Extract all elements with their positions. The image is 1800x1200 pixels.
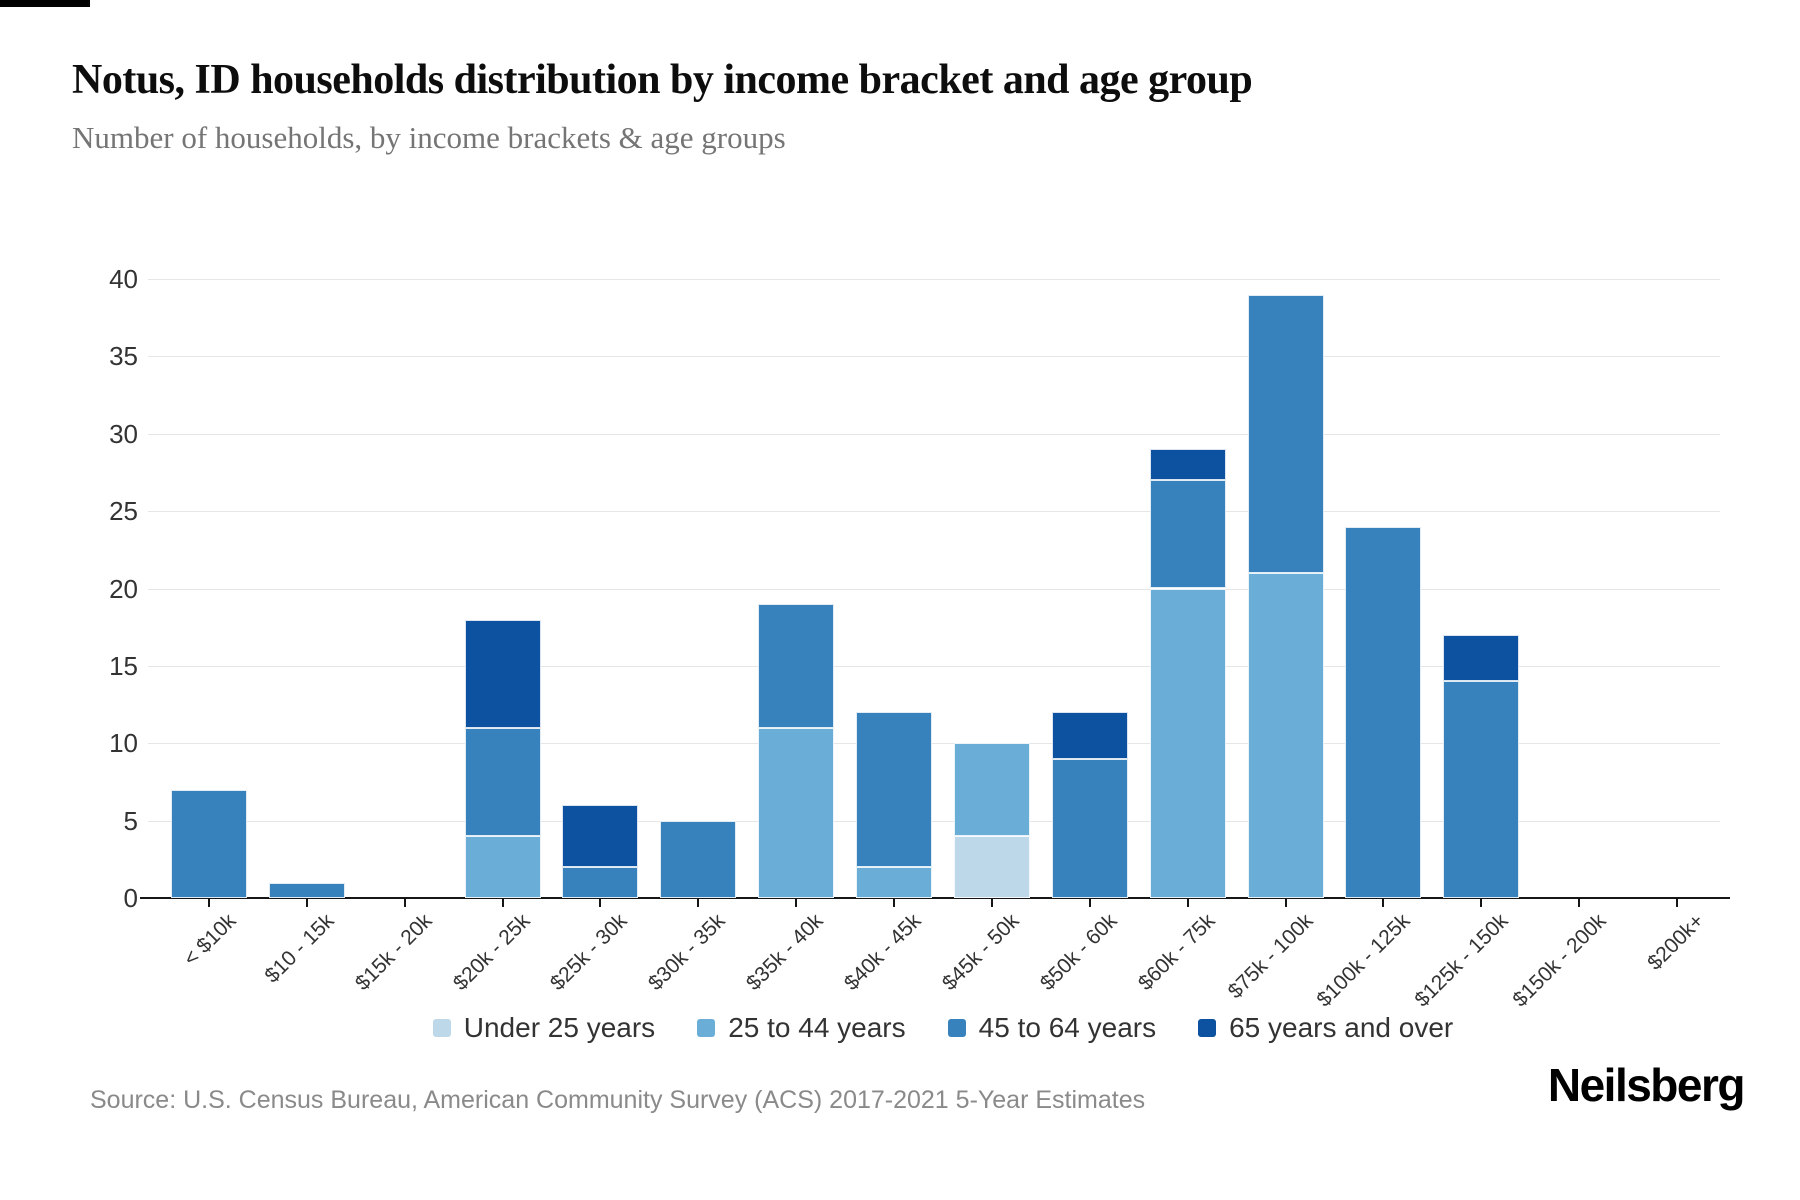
y-axis-tick-label-25: 25	[109, 496, 138, 527]
y-axis-tick-label-30: 30	[109, 418, 138, 449]
source-attribution: Source: U.S. Census Bureau, American Com…	[90, 1086, 1146, 1114]
chart-subtitle: Number of households, by income brackets…	[72, 120, 786, 155]
y-gridline-15	[148, 665, 1720, 667]
x-axis-tick-30k-35k	[697, 899, 700, 907]
x-axis-tick-150k-200k	[1578, 899, 1581, 907]
bar-segment-45k-50k-under-25-years[interactable]	[953, 836, 1030, 898]
bar-segment-125k-150k-45-to-64-years[interactable]	[1443, 681, 1520, 899]
y-gridline-20	[148, 588, 1720, 590]
bar-segment-75k-100k-45-to-64-years[interactable]	[1247, 294, 1324, 574]
legend-swatch-25-to-44-years	[697, 1019, 716, 1037]
bar-segment-50k-60k-65-years-and-over[interactable]	[1051, 712, 1128, 759]
x-axis-tick-25k-30k	[599, 899, 602, 907]
legend-label-45-to-64-years: 45 to 64 years	[978, 1012, 1157, 1043]
y-axis-tick-label-35: 35	[109, 341, 138, 372]
y-axis-tick-label-0: 0	[123, 883, 138, 913]
bar-segment-40k-45k-45-to-64-years[interactable]	[856, 712, 933, 868]
y-axis-tick-label-5: 5	[123, 805, 138, 836]
y-gridline-40	[148, 279, 1720, 280]
legend-label-65-years-and-over: 65 years and over	[1229, 1012, 1454, 1043]
y-gridline-10	[148, 743, 1720, 745]
legend-label-under-25-years: Under 25 years	[463, 1012, 656, 1043]
x-axis-tick-10k	[207, 899, 210, 907]
screenshot-corner-artifact	[0, 0, 90, 7]
bar-segment-35k-40k-25-to-44-years[interactable]	[758, 727, 835, 898]
legend-item-25-to-44-years[interactable]: 25 to 44 years	[697, 1012, 906, 1044]
bar-segment-20k-25k-65-years-and-over[interactable]	[464, 619, 541, 728]
y-gridline-25	[148, 511, 1720, 513]
bar-segment-50k-60k-45-to-64-years[interactable]	[1051, 758, 1128, 898]
legend-label-25-to-44-years: 25 to 44 years	[728, 1012, 906, 1043]
legend-item-65-years-and-over[interactable]: 65 years and over	[1198, 1012, 1453, 1044]
bar-segment-25k-30k-65-years-and-over[interactable]	[562, 805, 639, 867]
x-axis-tick-35k-40k	[795, 899, 798, 907]
legend-item-45-to-64-years[interactable]: 45 to 64 years	[947, 1012, 1157, 1044]
legend-item-under-25-years[interactable]: Under 25 years	[432, 1012, 656, 1044]
bar-segment-20k-25k-25-to-44-years[interactable]	[464, 836, 541, 898]
x-axis-tick-45k-50k	[990, 899, 993, 907]
bar-segment-20k-25k-45-to-64-years[interactable]	[464, 727, 541, 837]
y-axis-tick-label-40: 40	[109, 264, 138, 294]
x-axis-tick-200k	[1676, 899, 1679, 907]
y-axis-tick-label-10: 10	[109, 728, 138, 759]
x-axis-tick-10-15k	[305, 899, 308, 907]
x-axis-tick-60k-75k	[1186, 899, 1189, 907]
x-axis-tick-75k-100k	[1284, 899, 1287, 907]
bar-segment-10-15k-45-to-64-years[interactable]	[268, 882, 345, 898]
neilsberg-logo: Neilsberg	[1547, 1059, 1746, 1111]
x-axis-tick-15k-20k	[403, 899, 406, 907]
legend-swatch-45-to-64-years	[947, 1019, 966, 1037]
y-axis-tick-label-15: 15	[109, 650, 138, 681]
x-axis-line	[140, 897, 1730, 899]
bar-segment-60k-75k-65-years-and-over[interactable]	[1149, 449, 1226, 481]
y-gridline-30	[148, 433, 1720, 435]
bar-segment-40k-45k-25-to-44-years[interactable]	[856, 867, 933, 898]
x-axis-tick-125k-150k	[1480, 899, 1483, 907]
x-axis-tick-50k-60k	[1088, 899, 1091, 907]
bar-segment-35k-40k-45-to-64-years[interactable]	[758, 604, 835, 728]
bar-segment-60k-75k-25-to-44-years[interactable]	[1149, 588, 1226, 898]
bar-segment-45k-50k-25-to-44-years[interactable]	[953, 743, 1030, 837]
bar-segment-60k-75k-45-to-64-years[interactable]	[1149, 480, 1226, 589]
chart-legend: Under 25 years 25 to 44 years 45 to 64 yea…	[160, 1012, 1726, 1044]
bar-segment-100k-125k-45-to-64-years[interactable]	[1345, 526, 1422, 898]
y-gridline-5	[148, 820, 1720, 822]
y-axis-tick-label-20: 20	[109, 573, 138, 604]
x-axis-tick-100k-125k	[1382, 899, 1385, 907]
bar-segment-30k-35k-45-to-64-years[interactable]	[660, 820, 737, 898]
x-axis-tick-40k-45k	[893, 899, 896, 907]
bar-segment-75k-100k-25-to-44-years[interactable]	[1247, 573, 1324, 898]
legend-swatch-under-25-years	[432, 1019, 451, 1037]
bar-segment-25k-30k-45-to-64-years[interactable]	[562, 867, 639, 898]
bar-segment-10k-45-to-64-years[interactable]	[170, 789, 247, 898]
x-axis-tick-20k-25k	[501, 899, 504, 907]
y-gridline-35	[148, 356, 1720, 358]
chart-title: Notus, ID households distribution by inc…	[72, 57, 1253, 103]
legend-swatch-65-years-and-over	[1198, 1019, 1217, 1037]
bar-segment-125k-150k-65-years-and-over[interactable]	[1443, 634, 1520, 682]
